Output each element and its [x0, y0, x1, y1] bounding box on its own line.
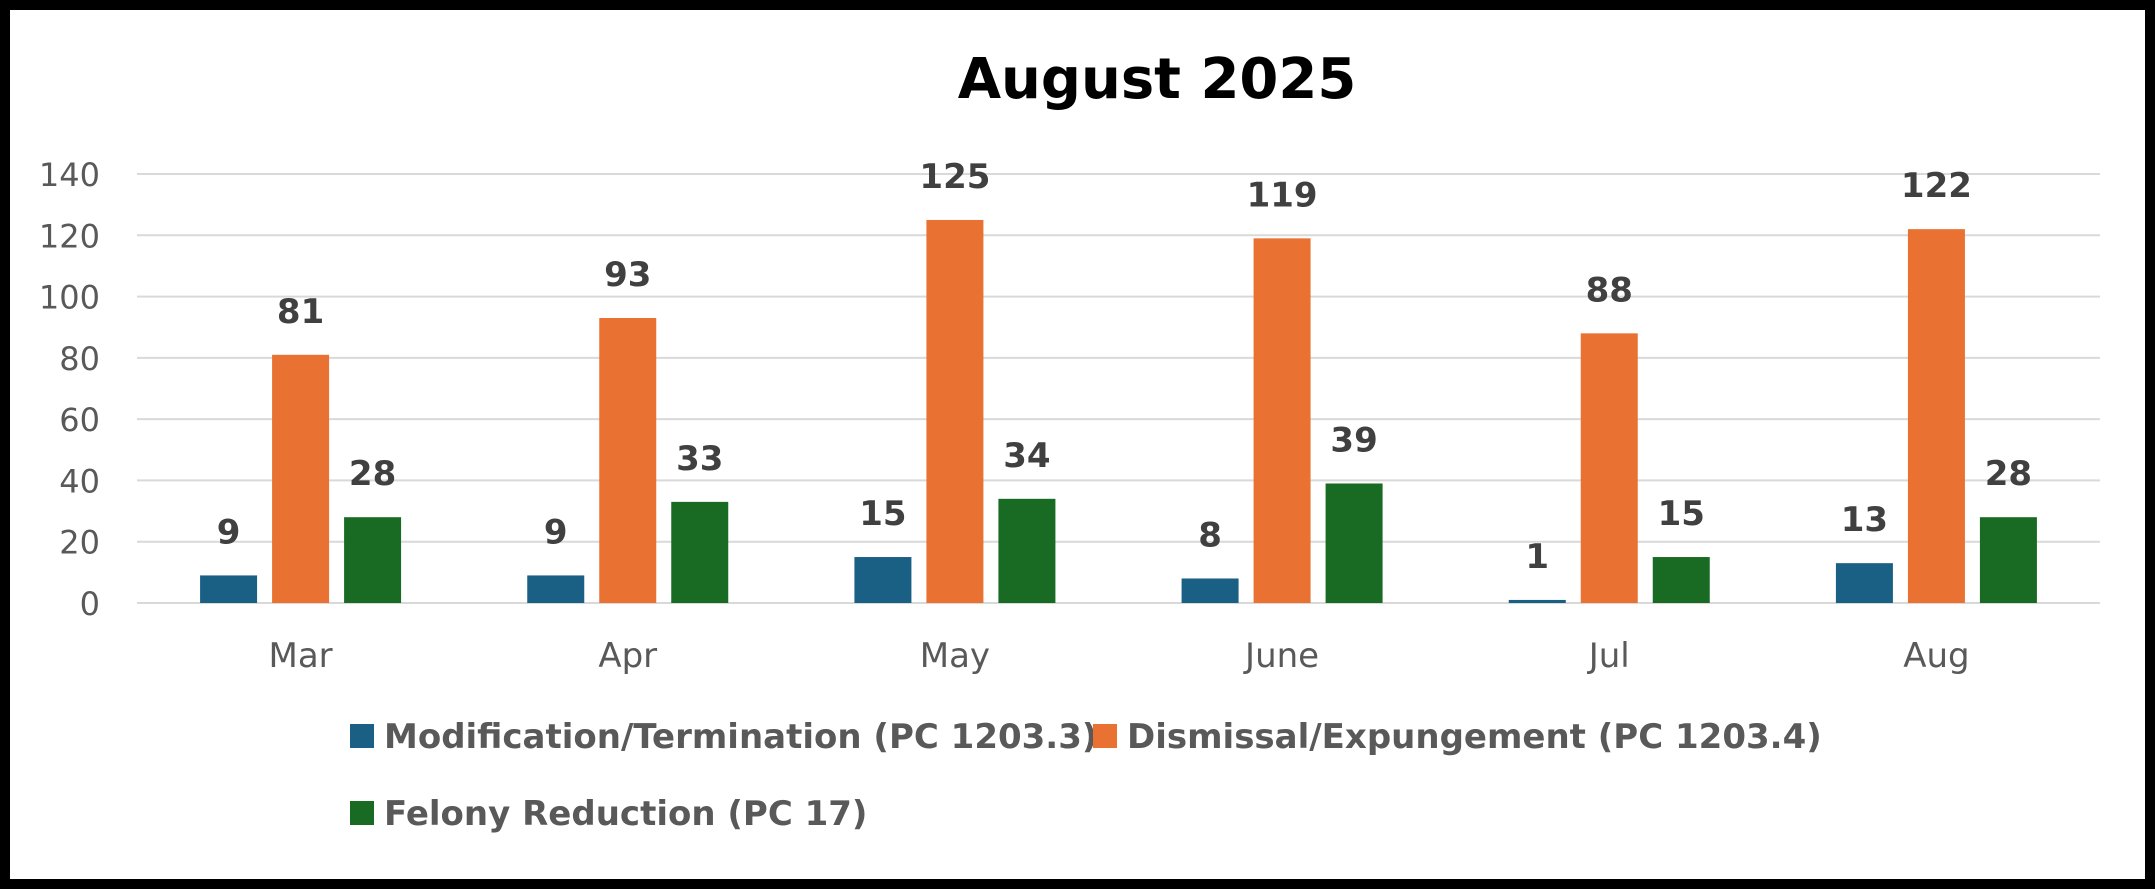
y-tick-label: 80 [59, 340, 100, 378]
bar [599, 318, 657, 603]
data-label: 93 [604, 255, 651, 295]
data-label: 119 [1247, 175, 1318, 215]
bar [200, 575, 258, 603]
bar [998, 498, 1056, 603]
data-label: 15 [1658, 494, 1705, 534]
data-label: 39 [1330, 420, 1377, 460]
x-tick-label: Aug [1903, 636, 1969, 676]
x-tick-label: Apr [598, 636, 657, 676]
bar [1253, 238, 1311, 603]
data-labels: 9 81 28 9 93 33 15 125 34 8 119 39 1 88 15 13 122 28 [217, 157, 2032, 577]
data-label: 28 [1985, 454, 2032, 494]
data-label: 122 [1901, 166, 1972, 206]
legend-label: Felony Reduction (PC 17) [384, 794, 867, 834]
y-tick-label: 100 [39, 279, 100, 317]
y-tick-label: 20 [59, 524, 100, 562]
data-label: 15 [859, 494, 906, 534]
bar [671, 501, 729, 603]
data-label: 9 [544, 512, 568, 552]
y-tick-label: 40 [59, 462, 100, 500]
chart-title: August 2025 [958, 47, 1357, 112]
data-label: 125 [919, 157, 990, 197]
x-tick-label: June [1243, 636, 1319, 676]
y-tick-label: 0 [80, 585, 100, 623]
data-label: 33 [676, 439, 723, 479]
gridlines [137, 173, 2100, 604]
bar [344, 517, 402, 603]
bar [1835, 563, 1893, 603]
x-tick-label: Jul [1587, 636, 1630, 676]
y-axis-ticks: 0 20 40 60 80 100 120 140 [39, 156, 100, 623]
data-label: 34 [1003, 436, 1050, 476]
data-label: 9 [217, 512, 241, 552]
bar [1979, 517, 2037, 603]
legend-swatch [350, 724, 374, 748]
bar [1181, 578, 1239, 603]
bar [854, 557, 912, 603]
data-label: 13 [1841, 500, 1888, 540]
bar [527, 575, 585, 603]
y-tick-label: 60 [59, 401, 100, 439]
data-label: 88 [1586, 270, 1633, 310]
bar [926, 219, 984, 603]
data-label: 1 [1525, 537, 1549, 577]
x-tick-label: May [920, 636, 990, 676]
bar [1580, 333, 1638, 603]
bars [200, 219, 2037, 603]
legend-swatch [350, 801, 374, 825]
data-label: 81 [277, 292, 324, 332]
bar [1508, 599, 1566, 603]
data-label: 8 [1198, 515, 1222, 555]
bar [1652, 557, 1710, 603]
bar [272, 354, 330, 603]
data-label: 28 [349, 454, 396, 494]
x-axis-ticks: Mar Apr May June Jul Aug [269, 636, 1970, 676]
y-tick-label: 120 [39, 217, 100, 255]
bar [1907, 229, 1965, 603]
bar [1325, 483, 1383, 603]
legend-label: Modification/Termination (PC 1203.3) [384, 717, 1097, 757]
legend: Modification/Termination (PC 1203.3) Dism… [350, 717, 1822, 834]
x-tick-label: Mar [269, 636, 333, 676]
legend-swatch [1093, 724, 1117, 748]
legend-label: Dismissal/Expungement (PC 1203.4) [1127, 717, 1822, 757]
y-tick-label: 140 [39, 156, 100, 194]
